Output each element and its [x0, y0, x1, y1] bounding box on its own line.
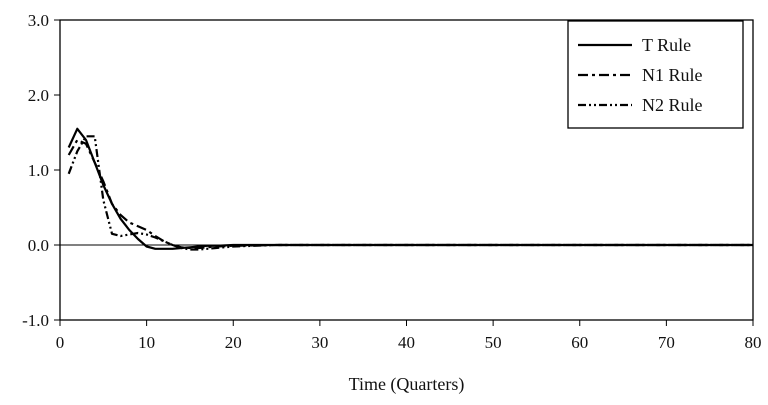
series-line-n1-rule — [67, 138, 753, 250]
legend-label: N2 Rule — [642, 95, 703, 115]
x-tick-label: 10 — [138, 333, 155, 352]
x-tick-label: 0 — [56, 333, 65, 352]
series-line-t-rule — [67, 127, 753, 250]
y-tick-label: 3.0 — [28, 11, 49, 30]
x-tick-label: 50 — [485, 333, 502, 352]
legend-label: N1 Rule — [642, 65, 703, 85]
x-tick-label: 40 — [398, 333, 415, 352]
legend-label: T Rule — [642, 35, 691, 55]
x-tick-label: 70 — [658, 333, 675, 352]
x-tick-label: 20 — [225, 333, 242, 352]
series-line-n2-rule — [67, 135, 753, 251]
x-tick-label: 60 — [571, 333, 588, 352]
legend: T Rule N1 Rule N2 Rule — [567, 20, 744, 129]
y-tick-label: -1.0 — [22, 311, 49, 330]
y-tick-label: 1.0 — [28, 161, 49, 180]
x-tick-label: 30 — [311, 333, 328, 352]
y-tick-label: 2.0 — [28, 86, 49, 105]
legend-box — [567, 20, 744, 129]
x-tick-label: 80 — [745, 333, 762, 352]
x-axis-title: Time (Quarters) — [349, 374, 465, 395]
y-tick-label: 0.0 — [28, 236, 49, 255]
